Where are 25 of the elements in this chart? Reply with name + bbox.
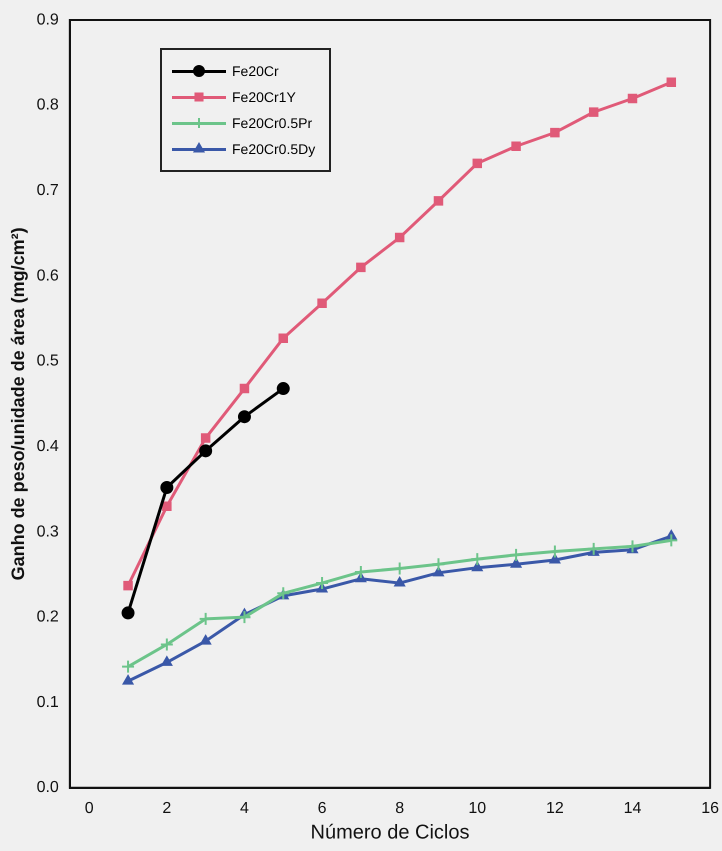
legend-label: Fe20Cr0.5Pr (232, 115, 312, 131)
y-axis-title: Ganho de peso/unidade de área (mg/cm²) (8, 227, 28, 580)
y-tick-label: 0.3 (36, 523, 59, 540)
x-tick-label: 4 (240, 800, 250, 817)
y-tick-label: 0.6 (36, 267, 59, 284)
x-tick-label: 2 (162, 800, 172, 817)
x-tick-label: 10 (468, 800, 486, 817)
legend-label: Fe20Cr0.5Dy (232, 141, 316, 157)
x-tick-label: 14 (624, 800, 642, 817)
x-tick-label: 16 (701, 800, 720, 817)
legend-label: Fe20Cr (232, 63, 279, 79)
y-tick-label: 0.0 (36, 779, 59, 796)
x-tick-label: 12 (546, 800, 564, 817)
x-tick-label: 6 (318, 800, 327, 817)
x-axis-title: Número de Ciclos (310, 822, 470, 844)
y-tick-label: 0.2 (36, 608, 59, 626)
y-tick-label: 0.4 (36, 438, 59, 455)
x-tick-label: 0 (84, 800, 94, 817)
y-tick-label: 0.7 (36, 182, 59, 200)
legend-label: Fe20Cr1Y (232, 89, 296, 105)
y-tick-label: 0.9 (36, 11, 59, 28)
y-tick-label: 0.5 (36, 352, 59, 370)
x-tick-label: 8 (395, 800, 404, 817)
y-tick-label: 0.8 (36, 96, 59, 114)
y-tick-label: 0.1 (36, 694, 59, 711)
